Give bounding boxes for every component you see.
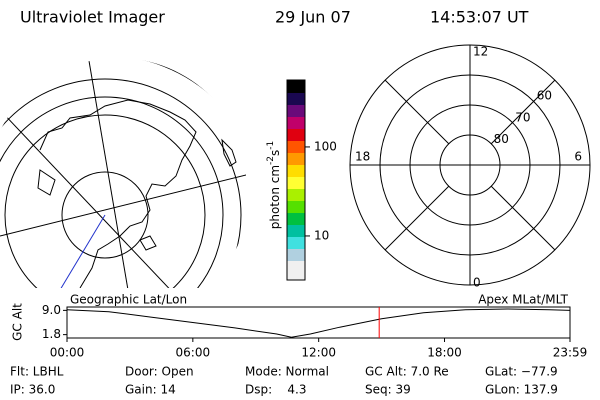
colorbar-tick-label: 10 [314,228,329,242]
status-field: Door: Open [125,365,194,379]
mlat-ring [379,74,561,256]
status-field: Flt: LBHL [10,365,64,379]
colorbar-label: photon cm-2s-1 [266,141,282,230]
mlt-label: 18 [355,150,370,164]
mlat-ring [439,134,501,196]
mlat-label: 60 [537,89,552,103]
label-part: -1 [266,141,276,150]
footer: Flt: LBHL Door: Open Mode: Normal GC Alt: 7… [10,365,558,397]
x-tick-label: 12:00 [301,346,336,360]
mlt-label: 6 [574,150,582,164]
title: Ultraviolet Imager [20,8,165,27]
magnetic-grid [349,44,591,286]
time: 14:53:07 UT [430,8,529,27]
map-label: Apex MLat/MLT [478,293,568,307]
status-field: Mode: Normal [245,365,329,379]
map-label: Geographic Lat/Lon [70,293,187,307]
label-part: -2 [266,156,276,165]
x-tick-label: 23:59 [553,346,588,360]
altitude-line [66,308,571,338]
colorbar [286,79,306,281]
mlt-label: 0 [473,276,481,290]
geographic-map [0,58,246,288]
date: 29 Jun 07 [275,8,351,27]
status-field: Gain: 14 [125,383,176,397]
label-part: photon cm [268,165,282,229]
strip-frame [66,306,571,339]
mlat-label: 80 [494,132,509,146]
colorbar-tick-label: 100 [314,139,337,153]
y-tick-label: 9.0 [42,303,61,317]
x-tick-label: 18:00 [427,346,462,360]
y-axis-label: GC Alt [11,303,25,341]
y-tick-label: 1.8 [42,327,61,341]
status-field: GLon: 137.9 [485,383,558,397]
mlat-ring [409,104,531,226]
mlat-label: 70 [515,110,530,124]
status-field: IP: 36.0 [10,383,55,397]
status-field: Dsp: 4.3 [245,383,307,397]
status-field: Seq: 39 [365,383,411,397]
x-tick-label: 06:00 [176,346,211,360]
status-field: GC Alt: 7.0 Re [365,365,449,379]
mlt-label: 12 [473,45,488,59]
status-field: GLat: −77.9 [485,365,558,379]
label-part: s [268,150,282,156]
x-tick-label: 00:00 [50,346,85,360]
